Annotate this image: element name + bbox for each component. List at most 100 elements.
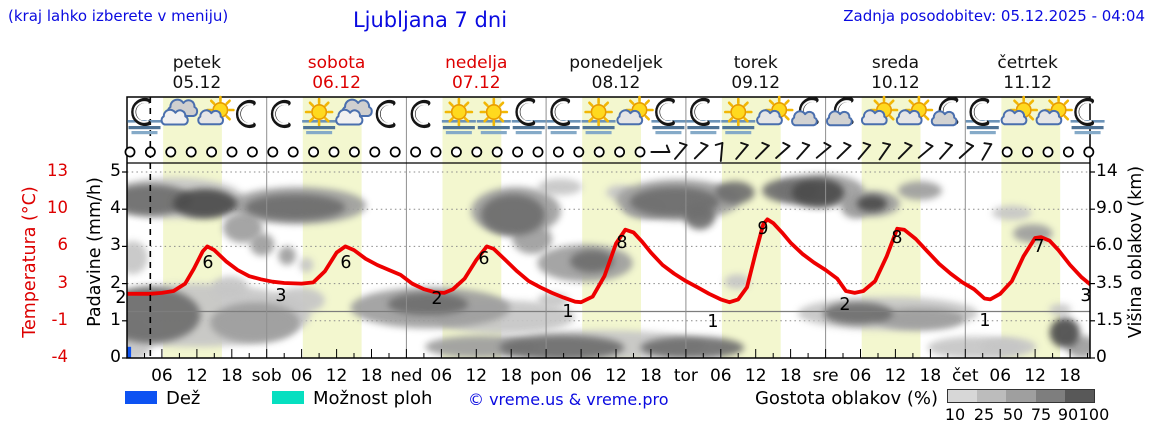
wind-calm-symbol	[328, 146, 340, 158]
temperature-value-label: 9	[757, 219, 769, 239]
wind-calm-symbol	[348, 146, 360, 158]
cloud-blob	[481, 194, 545, 236]
weather-icon-sun-fog	[581, 97, 616, 135]
time-tick-label: 18	[360, 366, 383, 386]
temperature-value-label: 6	[478, 249, 490, 269]
precip-tick-label: 5	[110, 161, 121, 181]
cloud-blob	[570, 250, 615, 273]
temp-tick-label: -1	[51, 309, 68, 329]
cloud-blob	[499, 335, 625, 358]
weather-icon-sun-cloud	[616, 95, 654, 126]
day-name: torek	[733, 53, 778, 73]
precip-tick-label: 1	[110, 309, 121, 330]
cloud-blob	[278, 246, 296, 265]
weather-icon-sun-fog	[302, 97, 337, 135]
weather-icon-moon-cloud	[791, 97, 819, 127]
time-tick-label: 06	[430, 366, 453, 386]
wind-barb	[981, 142, 993, 161]
weather-icon-sun-cloud	[756, 95, 794, 126]
cloud-density-scale-segment	[1035, 390, 1065, 402]
wind-calm-symbol	[287, 146, 299, 158]
precip-tick-label: 3	[110, 235, 121, 256]
copyright-link[interactable]: © vreme.us & vreme.pro	[468, 390, 669, 409]
daylight-band	[721, 97, 781, 358]
wind-calm-symbol	[226, 146, 238, 158]
cloud-density-scale-label: 75	[1030, 405, 1052, 424]
wind-barb	[878, 142, 891, 161]
cloud-blob	[299, 257, 314, 273]
wind-calm-symbol	[450, 146, 462, 158]
time-tick-label: 12	[744, 366, 767, 386]
day-date: 07.12	[451, 73, 501, 93]
cloud-blob	[387, 292, 469, 316]
temperature-value-label: 7	[1033, 237, 1045, 257]
time-tick-label: 18	[779, 366, 802, 386]
day-date: 06.12	[312, 73, 361, 93]
time-tick-label: 06	[849, 366, 872, 386]
wind-calm-symbol	[246, 146, 258, 158]
weather-icon-cloud	[160, 98, 199, 126]
cloud-density-scale-label: 25	[973, 405, 995, 424]
weather-icon-sun-cloud	[1000, 95, 1038, 126]
wind-calm-symbol	[144, 146, 156, 158]
day-name: ponedeljek	[569, 53, 663, 73]
cloud-blob	[640, 336, 745, 358]
day-date: 05.12	[172, 73, 222, 93]
weather-icon-cloud	[335, 98, 373, 126]
day-name: četrtek	[997, 53, 1058, 73]
day-header-sobota: sobota 06.12	[267, 53, 407, 93]
wind-calm-symbol	[165, 146, 177, 158]
wind-calm-symbol	[532, 146, 544, 158]
weather-icon-moon-fog	[127, 98, 162, 135]
temperature-value-label: 3	[275, 286, 287, 306]
wind-barb	[917, 141, 934, 159]
time-tick-label: 06	[989, 366, 1012, 386]
day-abbrev-label: čet	[952, 366, 979, 386]
weather-icon-moon-fog	[511, 98, 546, 135]
weather-icon-moon-cloud	[826, 97, 854, 127]
temperature-value-label: 2	[431, 289, 443, 309]
page-title: Ljubljana 7 dni	[352, 8, 508, 32]
cloud-blob	[980, 337, 1037, 357]
wind-calm-symbol	[389, 146, 401, 158]
wind-barb	[755, 141, 770, 160]
temperature-value-label: 6	[202, 253, 214, 273]
weather-icon-sun-cloud	[1035, 95, 1073, 126]
temperature-value-label: 1	[707, 312, 719, 332]
wind-calm-symbol	[185, 146, 197, 158]
day-name: sobota	[307, 53, 366, 73]
day-header-petek: petek 05.12	[127, 53, 267, 93]
cloud-blob	[274, 287, 325, 314]
day-name: sreda	[871, 53, 919, 73]
wind-barb	[674, 141, 688, 160]
temp-tick-label: 10	[47, 198, 68, 218]
rain-bar	[127, 346, 132, 358]
wind-calm-symbol	[573, 146, 585, 158]
weather-icon-sun-fog	[721, 97, 756, 135]
wind-calm-symbol	[124, 146, 136, 158]
cloud-blob	[875, 307, 965, 331]
cloud-density-scale-segment	[1064, 390, 1095, 402]
day-abbrev-label: ned	[390, 366, 423, 386]
cloud-blob	[127, 287, 201, 344]
time-tick-label: 12	[884, 366, 907, 386]
cloud-height-tick-label: 0	[1096, 347, 1107, 367]
cloud-blob	[857, 195, 888, 212]
wind-calm-symbol	[206, 146, 218, 158]
temperature-value-label: 3	[1080, 286, 1092, 306]
cloud-blob	[212, 276, 248, 299]
cloud-height-tick-label: 1.5	[1096, 309, 1124, 330]
cloud-density-field	[127, 173, 1090, 358]
cloud-blob	[210, 302, 300, 344]
weather-icon-sun-fog	[476, 97, 511, 135]
wind-barb	[775, 141, 791, 159]
wind-calm-symbol	[1022, 146, 1034, 158]
wind-calm-symbol	[1083, 146, 1095, 158]
wind-barb	[650, 144, 671, 153]
cloud-density-legend-label: Gostota oblakov (%)	[754, 388, 938, 409]
temperature-value-label: 8	[616, 233, 628, 253]
day-date: 09.12	[731, 73, 781, 93]
cloud-blob	[538, 178, 583, 196]
cloud-blob	[715, 181, 755, 204]
